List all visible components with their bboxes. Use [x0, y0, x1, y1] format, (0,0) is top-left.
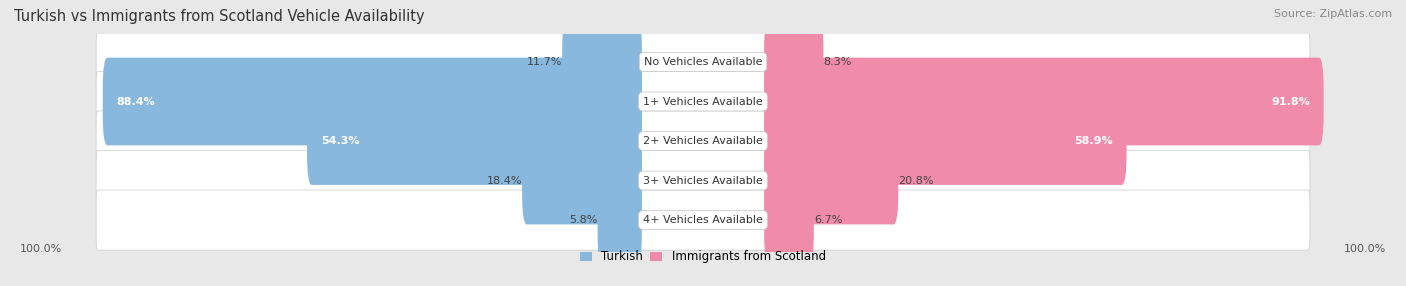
FancyBboxPatch shape [763, 18, 824, 106]
FancyBboxPatch shape [96, 150, 1310, 210]
FancyBboxPatch shape [598, 176, 643, 264]
Text: 8.3%: 8.3% [824, 57, 852, 67]
Legend: Turkish, Immigrants from Scotland: Turkish, Immigrants from Scotland [581, 250, 825, 263]
Text: 1+ Vehicles Available: 1+ Vehicles Available [643, 96, 763, 106]
FancyBboxPatch shape [103, 58, 643, 145]
Text: 91.8%: 91.8% [1271, 96, 1310, 106]
FancyBboxPatch shape [763, 176, 814, 264]
FancyBboxPatch shape [307, 97, 643, 185]
Text: 5.8%: 5.8% [569, 215, 598, 225]
Text: 3+ Vehicles Available: 3+ Vehicles Available [643, 176, 763, 186]
Text: Source: ZipAtlas.com: Source: ZipAtlas.com [1274, 9, 1392, 19]
FancyBboxPatch shape [96, 190, 1310, 250]
Text: 6.7%: 6.7% [814, 215, 842, 225]
Text: 100.0%: 100.0% [1344, 243, 1386, 253]
Text: 100.0%: 100.0% [20, 243, 62, 253]
Text: 11.7%: 11.7% [527, 57, 562, 67]
Text: 4+ Vehicles Available: 4+ Vehicles Available [643, 215, 763, 225]
FancyBboxPatch shape [96, 32, 1310, 92]
FancyBboxPatch shape [763, 137, 898, 225]
FancyBboxPatch shape [522, 137, 643, 225]
Text: 58.9%: 58.9% [1074, 136, 1112, 146]
Text: 2+ Vehicles Available: 2+ Vehicles Available [643, 136, 763, 146]
FancyBboxPatch shape [763, 58, 1323, 145]
Text: No Vehicles Available: No Vehicles Available [644, 57, 762, 67]
FancyBboxPatch shape [96, 111, 1310, 171]
Text: 88.4%: 88.4% [117, 96, 155, 106]
Text: 18.4%: 18.4% [486, 176, 522, 186]
FancyBboxPatch shape [562, 18, 643, 106]
FancyBboxPatch shape [96, 72, 1310, 132]
Text: Turkish vs Immigrants from Scotland Vehicle Availability: Turkish vs Immigrants from Scotland Vehi… [14, 9, 425, 23]
Text: 54.3%: 54.3% [321, 136, 360, 146]
FancyBboxPatch shape [763, 97, 1126, 185]
Text: 20.8%: 20.8% [898, 176, 934, 186]
